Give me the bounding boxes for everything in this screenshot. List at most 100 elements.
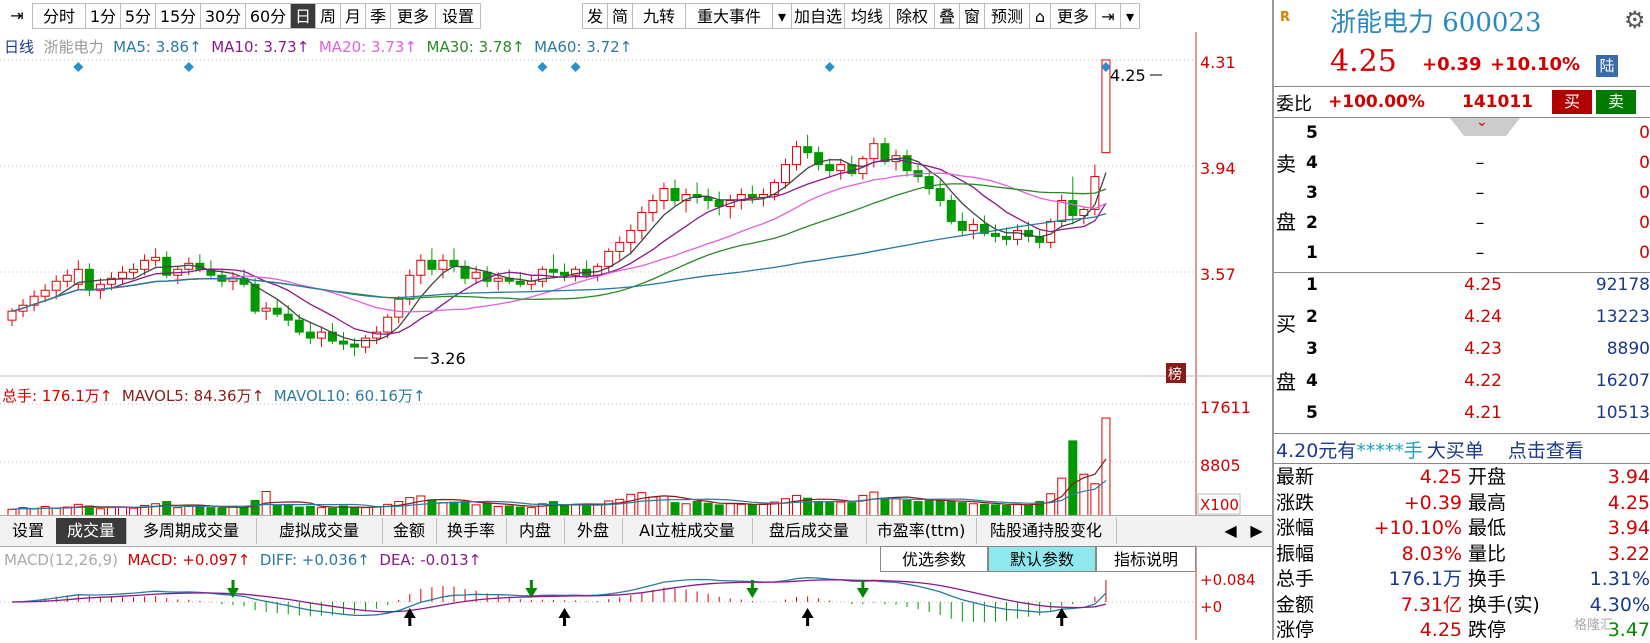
period-tab-4[interactable]: 30分 [200,3,246,29]
rank-badge-label: 榜 [1168,366,1182,383]
buy-volume: 13223 [1595,307,1650,327]
candle [560,263,569,282]
candle [825,158,835,177]
sell-volume: 0 [1639,153,1650,173]
tab-scroll-left-icon[interactable]: ◀ [1224,521,1237,540]
period-tab-0[interactable]: 分时 [32,3,86,29]
r-badge: R [1280,10,1291,25]
big-order-bar[interactable]: 4.20元有*****手 大买单 点击查看 [1276,436,1584,463]
candle [1068,176,1078,225]
vol-tick-mid: 8805 [1200,456,1241,475]
stat-value: 8.03% [1401,542,1462,565]
period-tab-3[interactable]: 15分 [155,3,201,29]
indicator-tab-4[interactable]: 金额 [382,518,437,544]
lock-icon[interactable]: ⌂ [1029,3,1051,29]
price-tick-top: 4.31 [1200,53,1236,72]
sell-button[interactable]: 卖 [1596,90,1636,114]
period-tab-9[interactable]: 季 [365,3,391,29]
tool-button-2[interactable]: 九转 [632,3,686,29]
rank-badge[interactable] [1166,363,1186,383]
indicator-tab-0[interactable]: 设置 [0,518,57,544]
indicator-tab-1[interactable]: 成交量 [56,518,127,544]
indicator-tab-10[interactable]: 市盈率(ttm) [866,518,977,544]
big-order-link[interactable]: 点击查看 [1507,440,1584,462]
macd-series [0,577,1196,626]
buy-button[interactable]: 买 [1552,90,1592,114]
period-tab-5[interactable]: 60分 [245,3,291,29]
stat-value: +10.10% [1373,517,1462,539]
last-price: 4.25 [1330,44,1397,79]
period-tab-11[interactable]: 设置 [435,3,481,29]
tool-button-10[interactable]: 更多 [1050,3,1096,29]
volume-bar [957,502,967,517]
candle [73,260,83,291]
indicator-tab-7[interactable]: 外盘 [564,518,623,544]
tool-button-4[interactable]: 加自选 [791,3,845,29]
buy-level: 4 [1306,371,1318,391]
tool-button-7[interactable]: 叠 [934,3,960,29]
indicator-tab-11[interactable]: 陆股通持股变化 [976,518,1117,544]
tab-scroll-right-icon[interactable]: ▶ [1250,521,1263,540]
event-diamond-icon[interactable] [183,62,194,72]
macd-param-button-0[interactable]: 优选参数 [880,546,988,572]
tool-button-0[interactable]: 发 [582,3,608,29]
candle [637,206,647,240]
expand-handle[interactable] [1450,118,1520,136]
sell-level: 2 [1306,213,1318,233]
tool-button-5[interactable]: 均线 [844,3,890,29]
settings-gear-icon[interactable]: ⚙ [1624,6,1646,34]
volume-bar [250,499,260,517]
indicator-tab-3[interactable]: 虚拟成交量 [256,518,383,544]
stat-label: 最高 [1468,491,1507,514]
period-tab-2[interactable]: 5分 [120,3,156,29]
event-diamond-icon[interactable] [824,62,835,72]
tool-button-3[interactable]: 重大事件 [685,3,773,29]
event-diamond-icon[interactable] [1100,62,1111,72]
period-tab-8[interactable]: 月 [340,3,366,29]
tool-button-1[interactable]: 简 [607,3,633,29]
candle [814,146,824,171]
event-diamond-icon[interactable] [73,62,84,72]
weibi-label: 委比 [1276,94,1312,115]
volume-bar [416,495,426,517]
tool-button-8[interactable]: 窗 [959,3,985,29]
buy-volume: 92178 [1595,275,1650,295]
period-tab-10[interactable]: 更多 [390,3,436,29]
chevron-down-icon[interactable]: ⌄ [1476,114,1488,130]
indicator-tab-9[interactable]: 盘后成交量 [752,518,867,544]
indicator-tab-2[interactable]: 多周期成交量 [126,518,257,544]
period-tab-6[interactable]: 日 [290,3,316,29]
collapse-arrow-icon[interactable]: ⇥ [2,3,32,29]
indicator-tab-8[interactable]: AI立桩成交量 [622,518,753,544]
period-tab-7[interactable]: 周 [315,3,341,29]
stat-value: 4.25 [1419,466,1462,488]
indicator-tabbar: 设置 成交量 多周期成交量 虚拟成交量 金额 换手率 内盘 外盘 AI立桩成交量 盘后成交量 市盈率… [0,515,1272,547]
dropdown-arrow-icon[interactable]: ▾ [772,3,792,29]
buy-price: 4.25 [1464,275,1502,295]
ma-lines [11,157,1107,342]
event-diamond-icon[interactable] [537,62,548,72]
stat-value: 4.25 [1419,619,1462,641]
indicator-tab-6[interactable]: 内盘 [506,518,565,544]
macd-legend: MACD(12,26,9) MACD: +0.097↑ DIFF: +0.036… [4,551,481,569]
panel-toggle-icon[interactable]: ⇥ [1095,3,1121,29]
macd-param-button-2[interactable]: 指标说明 [1096,546,1196,572]
stat-label: 跌停 [1468,619,1507,641]
more-arrow-icon[interactable]: ▾ [1120,3,1140,29]
candle [316,326,326,348]
stat-value: 3.94 [1607,517,1650,539]
buy-level: 5 [1306,403,1318,423]
buy-order-row: 2 4.24 13223 [1274,302,1650,332]
mavol10-value: MAVOL10: 60.16万↑ [273,387,426,405]
stat-label: 涨跌 [1276,491,1315,514]
indicator-tab-5[interactable]: 换手率 [436,518,507,544]
tool-button-9[interactable]: 预测 [984,3,1030,29]
event-diamond-icon[interactable] [570,62,581,72]
sell-price: – [1475,153,1485,173]
stat-row: 最新 4.25 开盘 3.94 [1274,464,1650,490]
sell-level: 1 [1306,243,1318,263]
period-tab-1[interactable]: 1分 [85,3,121,29]
tool-button-6[interactable]: 除权 [889,3,935,29]
macd-param-button-1[interactable]: 默认参数 [988,546,1096,572]
market-badge[interactable]: 陆 [1596,55,1618,77]
